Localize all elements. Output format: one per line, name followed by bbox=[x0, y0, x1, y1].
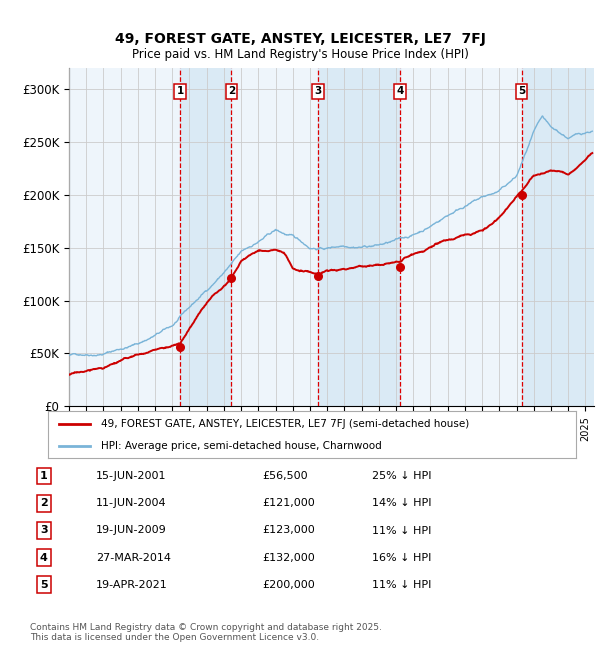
Text: Contains HM Land Registry data © Crown copyright and database right 2025.
This d: Contains HM Land Registry data © Crown c… bbox=[30, 623, 382, 642]
Bar bbox=[522, 68, 594, 406]
Text: 49, FOREST GATE, ANSTEY, LEICESTER, LE7 7FJ (semi-detached house): 49, FOREST GATE, ANSTEY, LEICESTER, LE7 … bbox=[101, 419, 469, 429]
Text: 1: 1 bbox=[40, 471, 47, 482]
Text: £56,500: £56,500 bbox=[262, 471, 307, 482]
Text: 11% ↓ HPI: 11% ↓ HPI bbox=[372, 525, 431, 536]
Text: 16% ↓ HPI: 16% ↓ HPI bbox=[372, 552, 431, 562]
Text: 3: 3 bbox=[314, 86, 322, 96]
Text: 25% ↓ HPI: 25% ↓ HPI bbox=[372, 471, 432, 482]
Text: £200,000: £200,000 bbox=[262, 580, 314, 590]
Text: HPI: Average price, semi-detached house, Charnwood: HPI: Average price, semi-detached house,… bbox=[101, 441, 382, 450]
Text: £123,000: £123,000 bbox=[262, 525, 314, 536]
Text: 11-JUN-2004: 11-JUN-2004 bbox=[96, 499, 167, 508]
Text: 15-JUN-2001: 15-JUN-2001 bbox=[96, 471, 167, 482]
Text: 19-APR-2021: 19-APR-2021 bbox=[96, 580, 168, 590]
Bar bbox=[180, 68, 232, 406]
Text: 19-JUN-2009: 19-JUN-2009 bbox=[96, 525, 167, 536]
Text: Price paid vs. HM Land Registry's House Price Index (HPI): Price paid vs. HM Land Registry's House … bbox=[131, 48, 469, 61]
Text: 27-MAR-2014: 27-MAR-2014 bbox=[96, 552, 171, 562]
Text: 3: 3 bbox=[40, 525, 47, 536]
Text: 5: 5 bbox=[40, 580, 47, 590]
Text: 2: 2 bbox=[40, 499, 47, 508]
Bar bbox=[318, 68, 400, 406]
Text: 11% ↓ HPI: 11% ↓ HPI bbox=[372, 580, 431, 590]
Text: 4: 4 bbox=[397, 86, 404, 96]
Text: 14% ↓ HPI: 14% ↓ HPI bbox=[372, 499, 432, 508]
Text: 1: 1 bbox=[176, 86, 184, 96]
Text: 2: 2 bbox=[228, 86, 235, 96]
Text: 49, FOREST GATE, ANSTEY, LEICESTER, LE7  7FJ: 49, FOREST GATE, ANSTEY, LEICESTER, LE7 … bbox=[115, 32, 485, 46]
Text: £121,000: £121,000 bbox=[262, 499, 314, 508]
Text: 4: 4 bbox=[40, 552, 48, 562]
Text: £132,000: £132,000 bbox=[262, 552, 314, 562]
Text: 5: 5 bbox=[518, 86, 526, 96]
